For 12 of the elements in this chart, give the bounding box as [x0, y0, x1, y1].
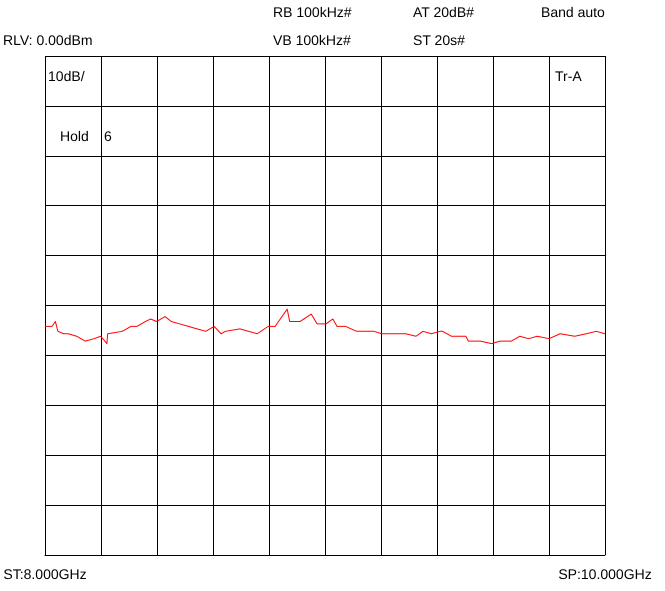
text: 10dB/	[48, 68, 85, 84]
text: RB 100kHz#	[273, 4, 352, 20]
text: Tr-A	[555, 68, 582, 84]
text: 6	[104, 128, 112, 144]
x-tick-label: SP:10.000GHz	[558, 566, 652, 582]
text: Band auto	[541, 4, 606, 20]
text: AT 20dB#	[413, 4, 474, 20]
text: Hold	[60, 128, 89, 144]
text: VB 100kHz#	[273, 32, 352, 48]
text: RLV: 0.00dBm	[3, 32, 92, 48]
x-tick-label: ST:8.000GHz	[3, 566, 87, 582]
text: ST 20s#	[413, 32, 466, 48]
